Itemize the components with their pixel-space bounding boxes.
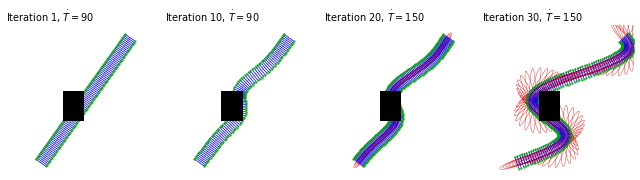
Bar [539,91,560,122]
Text: Iteration 30, $\dot{T} = 150$: Iteration 30, $\dot{T} = 150$ [483,9,583,25]
Bar [221,91,243,122]
Text: Iteration 1, $\dot{T} = 90$: Iteration 1, $\dot{T} = 90$ [6,9,95,25]
Bar [380,91,401,122]
Text: Iteration 20, $\dot{T} = 150$: Iteration 20, $\dot{T} = 150$ [324,9,425,25]
Text: Iteration 10, $\dot{T} = 90$: Iteration 10, $\dot{T} = 90$ [165,9,260,25]
Bar [63,91,84,122]
